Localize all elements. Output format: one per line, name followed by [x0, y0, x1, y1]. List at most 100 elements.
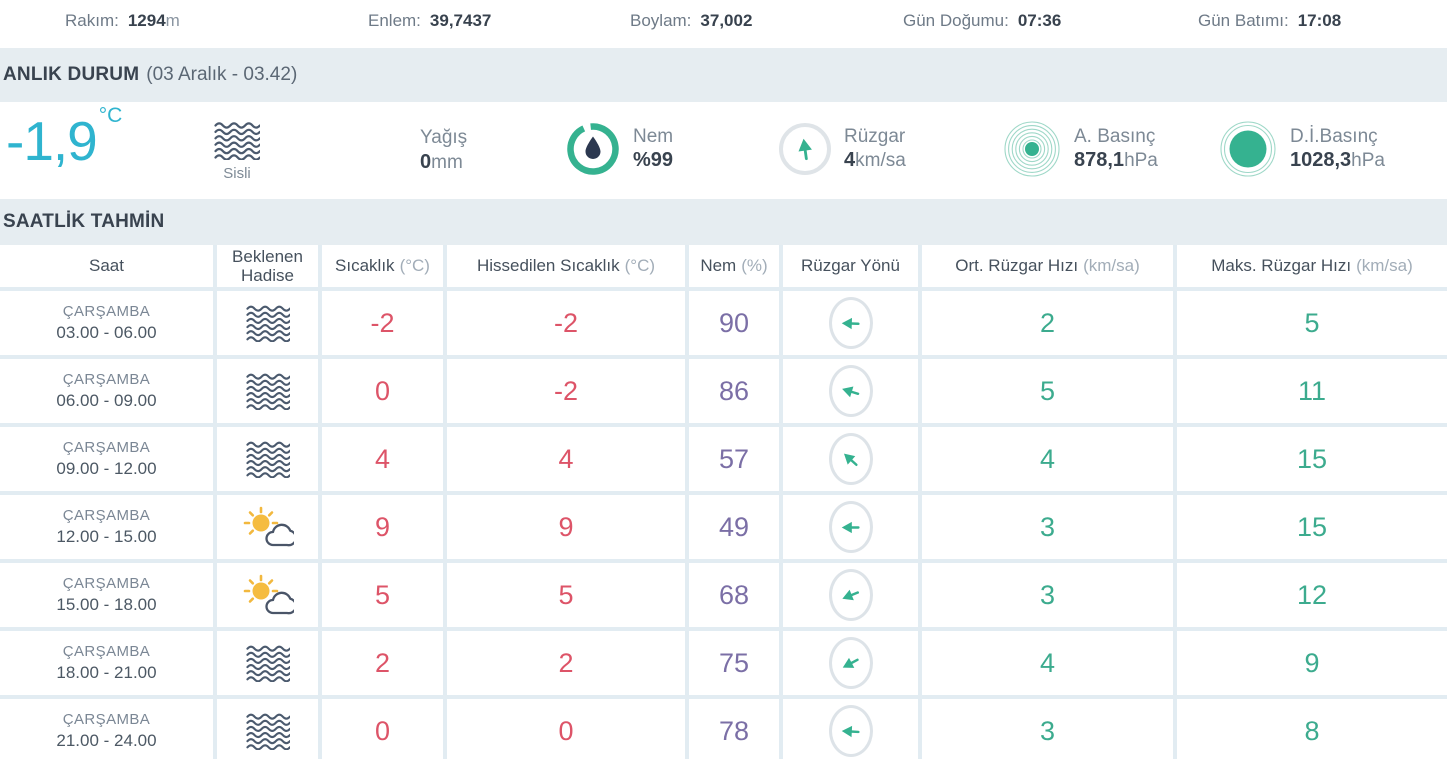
- hour-cell: ÇARŞAMBA 06.00 - 09.00: [0, 359, 213, 423]
- pressure-filled-icon: [1219, 120, 1277, 178]
- col-nem: Nem (%): [689, 245, 779, 287]
- time-range-label: 18.00 - 21.00: [56, 663, 157, 682]
- humidity-prefix: %: [633, 149, 651, 172]
- precipitation-value: 0: [420, 150, 432, 173]
- stat-label: Boylam:: [630, 11, 692, 30]
- max-wind-speed-cell: 15: [1177, 427, 1447, 491]
- temperature-cell: 2: [322, 631, 443, 695]
- day-label: ÇARŞAMBA: [62, 303, 151, 320]
- humidity-cell: 68: [689, 563, 779, 627]
- precipitation-unit: mm: [431, 151, 463, 173]
- wind-direction-icon: [828, 705, 873, 757]
- wind-direction-icon: [828, 297, 873, 349]
- stat-value: 17:08: [1297, 11, 1342, 30]
- wind-direction-icon: [828, 569, 873, 621]
- sea-level-pressure-value: 1028,3: [1290, 149, 1352, 172]
- stat-value: 07:36: [1017, 11, 1062, 30]
- humidity-value: 99: [650, 149, 674, 172]
- max-wind-speed-cell: 12: [1177, 563, 1447, 627]
- metric-wind: Rüzgar 4km/sa: [779, 123, 906, 175]
- temperature-cell: 0: [322, 699, 443, 763]
- feels-like-cell: 0: [447, 699, 685, 763]
- precipitation-label: Yağış: [420, 127, 468, 148]
- metric-actual-pressure: A. Basınç 878,1hPa: [1003, 120, 1158, 178]
- hour-cell: ÇARŞAMBA 15.00 - 18.00: [0, 563, 213, 627]
- day-label: ÇARŞAMBA: [62, 643, 151, 660]
- fog-icon: [245, 441, 290, 478]
- day-label: ÇARŞAMBA: [62, 575, 151, 592]
- condition-cell: [217, 291, 318, 355]
- current-section-timestamp: (03 Aralık - 03.42): [146, 64, 298, 85]
- day-label: ÇARŞAMBA: [62, 439, 151, 456]
- hourly-table: Saat Beklenen Hadise Sıcaklık (°C) Hissed…: [0, 245, 1447, 763]
- wind-unit: km/sa: [855, 150, 906, 172]
- wind-direction-icon: [828, 637, 873, 689]
- condition-cell: [217, 699, 318, 763]
- max-wind-speed-cell: 5: [1177, 291, 1447, 355]
- wind-direction-cell: [783, 699, 918, 763]
- avg-wind-speed-cell: 5: [922, 359, 1173, 423]
- stat-label: Rakım:: [65, 11, 119, 30]
- day-label: ÇARŞAMBA: [62, 507, 151, 524]
- hour-cell: ÇARŞAMBA 12.00 - 15.00: [0, 495, 213, 559]
- col-ort-ruzgar-hizi: Ort. Rüzgar Hızı (km/sa): [922, 245, 1173, 287]
- wind-value: 4: [844, 149, 856, 172]
- max-wind-speed-cell: 11: [1177, 359, 1447, 423]
- condition-cell: [217, 631, 318, 695]
- stat-label: Gün Doğumu:: [903, 11, 1009, 30]
- stat-unit: m: [165, 11, 180, 30]
- avg-wind-speed-cell: 3: [922, 699, 1173, 763]
- feels-like-cell: -2: [447, 291, 685, 355]
- avg-wind-speed-cell: 4: [922, 631, 1173, 695]
- humidity-cell: 75: [689, 631, 779, 695]
- current-section-header: ANLIK DURUM (03 Aralık - 03.42): [0, 48, 1447, 102]
- temperature-cell: 4: [322, 427, 443, 491]
- actual-pressure-value: 878,1: [1074, 149, 1125, 172]
- wind-direction-icon: [828, 365, 873, 417]
- col-beklenen-hadise: Beklenen Hadise: [217, 245, 318, 287]
- stat-value: 1294: [127, 11, 166, 30]
- fog-icon: [245, 713, 290, 750]
- col-hissedilen-sicaklik: Hissedilen Sıcaklık (°C): [447, 245, 685, 287]
- wind-label: Rüzgar: [844, 125, 906, 147]
- metric-sea-level-pressure: D.İ.Basınç 1028,3hPa: [1219, 120, 1385, 178]
- stat-sunrise: Gün Doğumu: 07:36: [903, 11, 1061, 31]
- avg-wind-speed-cell: 2: [922, 291, 1173, 355]
- hour-cell: ÇARŞAMBA 03.00 - 06.00: [0, 291, 213, 355]
- wind-direction-icon: [779, 123, 831, 175]
- sun-cloud-icon: [242, 506, 294, 548]
- wind-direction-icon: [828, 501, 873, 553]
- col-maks-ruzgar-hizi: Maks. Rüzgar Hızı (km/sa): [1177, 245, 1447, 287]
- day-label: ÇARŞAMBA: [62, 371, 151, 388]
- col-saat: Saat: [0, 245, 213, 287]
- temperature-unit: °C: [98, 104, 123, 127]
- current-temperature: -1,9°C: [6, 104, 123, 172]
- fog-icon: [245, 305, 290, 342]
- col-ruzgar-yonu: Rüzgar Yönü: [783, 245, 918, 287]
- stat-label: Gün Batımı:: [1198, 11, 1289, 30]
- humidity-cell: 86: [689, 359, 779, 423]
- sea-level-pressure-label: D.İ.Basınç: [1290, 125, 1378, 147]
- fog-icon: [205, 122, 269, 160]
- time-range-label: 06.00 - 09.00: [56, 391, 157, 410]
- feels-like-cell: -2: [447, 359, 685, 423]
- current-condition-label: Sisli: [223, 165, 251, 182]
- stat-sunset: Gün Batımı: 17:08: [1198, 11, 1341, 31]
- actual-pressure-label: A. Basınç: [1074, 125, 1156, 147]
- condition-cell: [217, 427, 318, 491]
- current-condition: Sisli: [205, 122, 269, 182]
- max-wind-speed-cell: 8: [1177, 699, 1447, 763]
- time-range-label: 21.00 - 24.00: [56, 731, 157, 750]
- stat-longitude: Boylam: 37,002: [630, 11, 752, 31]
- hour-cell: ÇARŞAMBA 21.00 - 24.00: [0, 699, 213, 763]
- time-range-label: 03.00 - 06.00: [56, 323, 157, 342]
- condition-cell: [217, 495, 318, 559]
- feels-like-cell: 2: [447, 631, 685, 695]
- max-wind-speed-cell: 9: [1177, 631, 1447, 695]
- hour-cell: ÇARŞAMBA 18.00 - 21.00: [0, 631, 213, 695]
- feels-like-cell: 5: [447, 563, 685, 627]
- fog-icon: [245, 645, 290, 682]
- humidity-gauge-icon: [566, 122, 620, 176]
- temperature-cell: -2: [322, 291, 443, 355]
- wind-direction-cell: [783, 427, 918, 491]
